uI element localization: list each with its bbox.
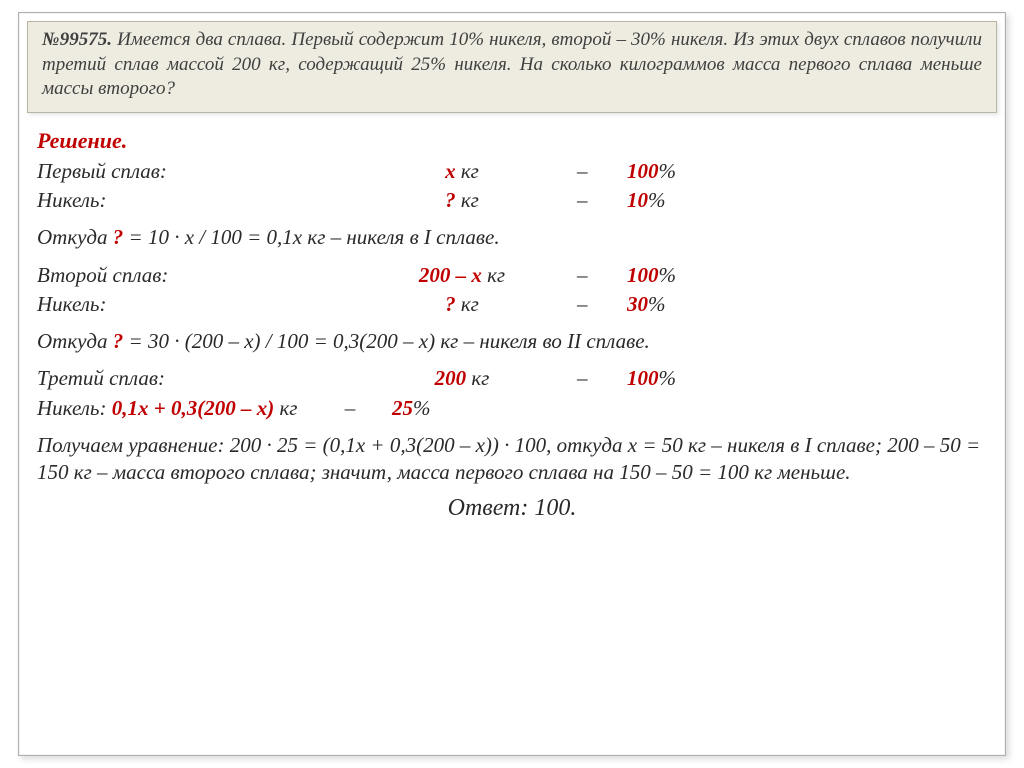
row-alloy2: Второй сплав: 200 – х кг – 100% xyxy=(37,262,987,289)
pct-alloy2: 100% xyxy=(627,262,717,289)
dash-nickel2: – xyxy=(577,291,627,318)
final-equation: Получаем уравнение: 200 · 25 = (0,1х + 0… xyxy=(37,432,987,487)
derive1: Откуда ? = 10 · х / 100 = 0,1х кг – нике… xyxy=(37,224,987,251)
value-alloy1: х кг xyxy=(347,158,577,185)
pct-alloy3: 100% xyxy=(627,365,717,392)
problem-statement: №99575. Имеется два сплава. Первый содер… xyxy=(27,21,997,113)
row-nickel1: Никель: ? кг – 10% xyxy=(37,187,987,214)
dash-nickel1: – xyxy=(577,187,627,214)
label-alloy3: Третий сплав: xyxy=(37,365,347,392)
row-nickel2: Никель: ? кг – 30% xyxy=(37,291,987,318)
row-nickel3: Никель: 0,1х + 0,3(200 – х) кг – 25% xyxy=(37,395,987,422)
value-nickel2: ? кг xyxy=(347,291,577,318)
problem-body: Имеется два сплава. Первый содержит 10% … xyxy=(42,29,982,99)
answer: Ответ: 100. xyxy=(37,493,987,524)
pct-nickel1: 10% xyxy=(627,187,717,214)
value-nickel1: ? кг xyxy=(347,187,577,214)
value-alloy2: 200 – х кг xyxy=(347,262,577,289)
row-alloy1: Первый сплав: х кг – 100% xyxy=(37,158,987,185)
pct-alloy1: 100% xyxy=(627,158,717,185)
content-frame: №99575. Имеется два сплава. Первый содер… xyxy=(18,12,1006,756)
label-alloy1: Первый сплав: xyxy=(37,158,347,185)
problem-number: №99575. xyxy=(42,29,112,50)
label-nickel2: Никель: xyxy=(37,291,347,318)
label-nickel1: Никель: xyxy=(37,187,347,214)
row-alloy3: Третий сплав: 200 кг – 100% xyxy=(37,365,987,392)
problem-text: №99575. Имеется два сплава. Первый содер… xyxy=(42,28,982,102)
solution-area: Решение. Первый сплав: х кг – 100% Никел… xyxy=(19,121,1005,526)
dash-alloy2: – xyxy=(577,262,627,289)
label-alloy2: Второй сплав: xyxy=(37,262,347,289)
value-alloy3: 200 кг xyxy=(347,365,577,392)
pct-nickel2: 30% xyxy=(627,291,717,318)
value-nickel3: 0,1х + 0,3(200 – х) xyxy=(112,396,274,420)
label-nickel3: Никель: xyxy=(37,396,112,420)
dash-alloy3: – xyxy=(577,365,627,392)
solution-title: Решение. xyxy=(37,127,987,156)
dash-alloy1: – xyxy=(577,158,627,185)
derive2: Откуда ? = 30 · (200 – х) / 100 = 0,3(20… xyxy=(37,328,987,355)
